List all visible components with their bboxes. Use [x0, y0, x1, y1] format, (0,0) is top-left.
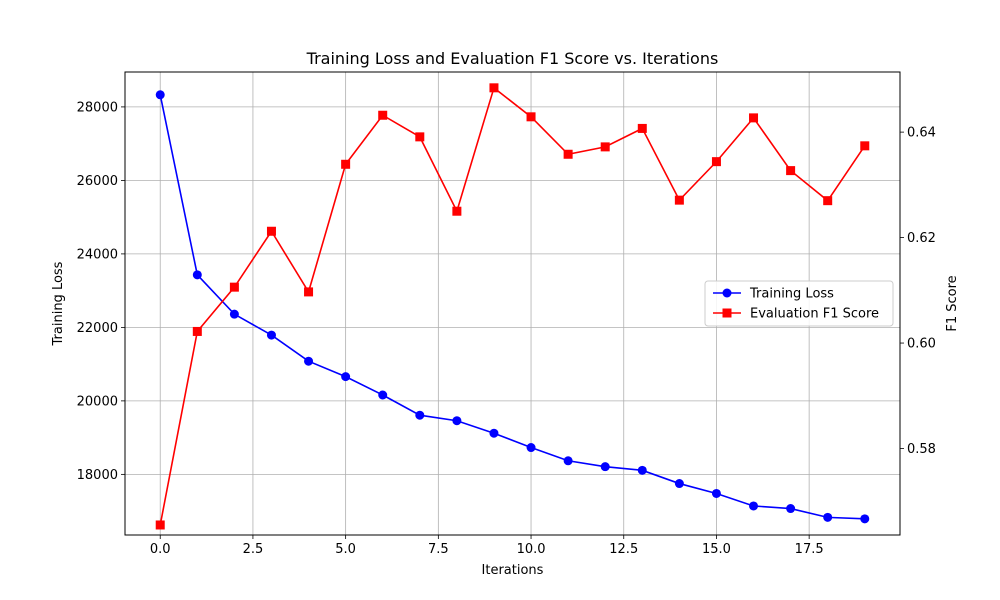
data-point	[229, 309, 239, 319]
data-point	[266, 226, 276, 236]
data-point	[526, 443, 536, 453]
series-line	[159, 94, 865, 520]
data-point	[304, 356, 314, 366]
data-point	[786, 166, 796, 176]
legend-box	[704, 280, 894, 327]
x-tick-label: 5.0	[335, 542, 356, 557]
y-left-tick-label: 20000	[77, 394, 118, 409]
series-line	[159, 86, 866, 526]
series-evaluation-f1-score	[155, 83, 870, 530]
y-left-tick-label: 28000	[77, 100, 118, 115]
legend-label: Training Loss	[749, 287, 834, 302]
data-point	[674, 195, 684, 205]
data-point	[452, 416, 462, 426]
data-point	[155, 520, 165, 530]
x-tick-label: 0.0	[150, 542, 171, 557]
data-point	[341, 159, 351, 169]
legend-label: Evaluation F1 Score	[750, 307, 879, 322]
data-point	[155, 90, 165, 100]
x-tick-label: 10.0	[517, 542, 546, 557]
data-point	[860, 514, 870, 524]
grid	[125, 72, 900, 535]
x-tick-label: 15.0	[702, 542, 731, 557]
x-tick-label: 7.5	[428, 542, 449, 557]
data-point	[600, 462, 610, 472]
data-point	[341, 372, 351, 382]
legend: Training Loss Evaluation F1 Score	[704, 280, 894, 327]
y-right-tick-label: 0.62	[907, 231, 936, 246]
series-layer	[155, 83, 870, 530]
x-tick-label: 2.5	[243, 542, 264, 557]
data-point	[452, 206, 462, 216]
data-point	[823, 196, 833, 206]
series-training-loss	[155, 90, 870, 524]
data-point	[192, 326, 202, 336]
data-point	[489, 428, 499, 438]
x-tick-label: 17.5	[795, 542, 824, 557]
data-point	[749, 501, 759, 511]
data-point	[563, 149, 573, 159]
data-point	[304, 287, 314, 297]
data-point	[711, 157, 721, 167]
y-right-tick-label: 0.58	[907, 442, 936, 457]
data-point	[526, 112, 536, 122]
data-point	[711, 488, 721, 498]
y-right-tick-label: 0.64	[907, 126, 936, 141]
data-point	[192, 270, 202, 280]
data-point	[637, 465, 647, 475]
legend-marker	[722, 288, 732, 298]
y-axis-left-label: Training Loss	[51, 261, 66, 346]
data-point	[415, 132, 425, 142]
data-point	[266, 330, 276, 340]
data-point	[674, 479, 684, 489]
data-point	[823, 512, 833, 522]
y-left-tick-label: 26000	[77, 174, 118, 189]
x-axis-label: Iterations	[482, 563, 544, 578]
y-axis-left: 18000 20000 22000 24000 26000 28000	[77, 100, 125, 483]
y-right-tick-label: 0.60	[907, 337, 936, 352]
y-axis-right-label: F1 Score	[945, 275, 960, 331]
data-point	[415, 410, 425, 420]
data-point	[229, 282, 239, 292]
data-point	[637, 123, 647, 133]
chart-title: Training Loss and Evaluation F1 Score vs…	[306, 49, 719, 68]
data-point	[860, 141, 870, 151]
y-left-tick-label: 22000	[77, 321, 118, 336]
legend-marker	[722, 308, 732, 318]
data-point	[786, 504, 796, 514]
x-axis: 0.0 2.5 5.0 7.5 10.0 12.5 15.0 17.5	[150, 535, 824, 557]
data-point	[600, 142, 610, 152]
plot-frame	[124, 71, 901, 536]
data-point	[489, 83, 499, 93]
y-left-tick-label: 18000	[77, 468, 118, 483]
data-point	[749, 113, 759, 123]
x-tick-label: 12.5	[609, 542, 638, 557]
y-axis-right: 0.58 0.60 0.62 0.64	[900, 126, 936, 457]
data-point	[378, 390, 388, 400]
y-left-tick-label: 24000	[77, 247, 118, 262]
data-point	[563, 456, 573, 466]
data-point	[378, 110, 388, 120]
